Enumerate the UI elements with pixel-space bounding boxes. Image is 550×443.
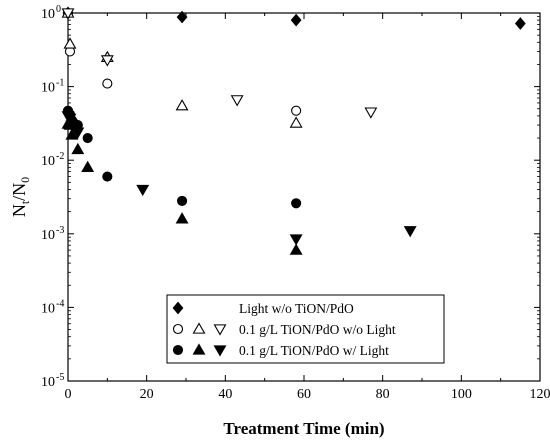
y-label-slash: /N [9,183,29,201]
data-point-circle-filled [102,171,113,182]
data-point-triangle-up-open [175,99,189,111]
y-tick-exponent: -2 [56,151,64,162]
x-tick-label: 20 [140,387,154,402]
y-label-sub2: 0 [18,177,32,183]
y-axis-label: Nt/N0 [9,177,32,217]
legend-label-light: Light w/o TiON/PdO [239,301,354,316]
data-point-triangle-up-filled [175,212,189,224]
y-tick-label: 10 [41,154,55,169]
y-tick-label: 10 [41,7,55,22]
series-2 [61,6,303,128]
data-point-triangle-down-filled [71,127,85,139]
data-point-triangle-down-filled [63,113,77,125]
data-point-triangle-down-open [364,107,378,119]
y-tick-exponent: -4 [56,298,64,309]
y-tick-label: 10 [41,301,55,316]
legend-marker-triangle-down-filled [213,345,227,357]
legend-marker-circle-open [172,323,184,335]
data-point-triangle-down-filled [136,184,150,197]
data-point-triangle-up-open [63,37,77,49]
series-5 [61,117,303,255]
y-tick-label: 10 [41,228,55,243]
legend-label-dark: 0.1 g/L TiON/PdO w/o Light [239,322,396,337]
data-point-triangle-down-filled [403,226,417,238]
x-tick-label: 40 [218,387,232,402]
series-0 [62,6,526,30]
data-point-triangle-down-open [230,95,244,107]
data-point-diamond-filled [176,10,188,24]
data-point-triangle-up-filled [81,160,95,173]
legend-markers [172,301,227,357]
y-tick-label: 10 [41,81,55,96]
y-tick-exponent: 0 [56,4,61,15]
legend-box [166,294,445,364]
data-marks [61,6,526,255]
data-point-circle-open [291,105,302,116]
y-tick-exponent: -5 [56,372,64,383]
legend-marker-diamond-filled [172,301,184,315]
x-tick-label: 60 [297,387,311,402]
data-point-diamond-filled [514,17,526,30]
legend-marker-triangle-up-open [192,322,206,334]
data-point-circle-filled [291,198,302,209]
x-tick-label: 100 [451,387,472,402]
data-point-triangle-up-filled [65,128,79,140]
y-tick-label: 10 [41,375,55,390]
y-tick-exponent: -3 [56,225,64,236]
x-tick-label: 120 [530,387,550,402]
legend-label-catalyst-light: 0.1 g/L TiON/PdO w/ Light [239,343,389,358]
data-point-triangle-down-filled [289,234,303,246]
x-tick-label: 0 [65,387,72,402]
y-label-sub1: t [18,200,32,204]
data-point-circle-filled [82,132,93,144]
y-tick-exponent: -1 [56,78,64,89]
series-6 [61,111,417,246]
series-3 [61,8,378,119]
svg-text:Nt/N0: Nt/N0 [9,177,32,217]
data-point-triangle-up-filled [71,142,85,155]
data-point-triangle-down-filled [65,120,79,132]
legend-marker-circle-filled [172,344,184,356]
data-point-diamond-filled [290,13,302,27]
legend: Light w/o TiON/PdO 0.1 g/L TiON/PdO w/o … [166,294,445,364]
legend-marker-triangle-down-open [213,324,227,336]
series-4 [62,105,302,209]
data-point-triangle-down-open [100,55,114,67]
data-point-circle-open [102,78,113,89]
data-point-triangle-down-open [61,8,75,20]
y-label-main: N [9,204,29,217]
legend-marker-triangle-up-filled [192,343,206,355]
x-axis-label: Treatment Time (min) [223,419,384,438]
data-point-triangle-up-filled [289,243,303,255]
data-point-triangle-up-open [289,116,303,128]
data-point-circle-filled [177,195,188,206]
x-tick-label: 80 [376,387,390,402]
